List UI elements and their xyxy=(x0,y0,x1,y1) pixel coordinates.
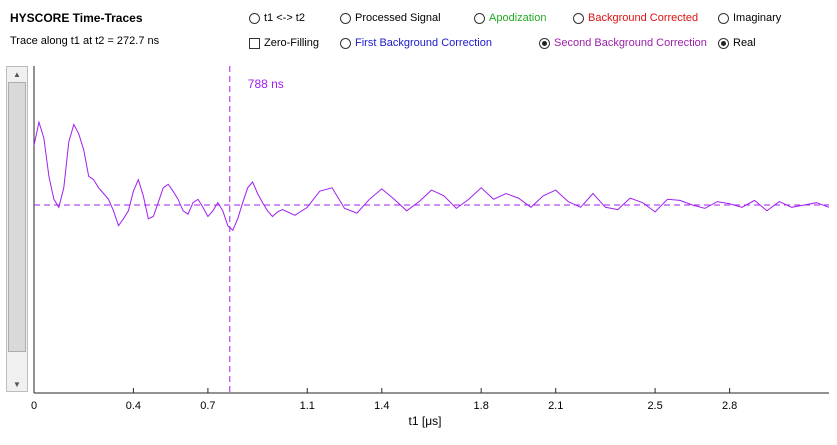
scroll-down-arrow-icon[interactable]: ▼ xyxy=(13,379,21,389)
processed-signal-radio[interactable] xyxy=(340,12,351,24)
imaginary-label: Imaginary xyxy=(733,12,782,24)
second-background-option[interactable]: Second Background Correction xyxy=(539,37,707,49)
real-option[interactable]: Real xyxy=(718,37,756,49)
background-corrected-radio[interactable] xyxy=(573,12,584,24)
x-tick-label: 1.1 xyxy=(300,400,315,412)
second-background-label: Second Background Correction xyxy=(554,37,707,49)
first-background-option[interactable]: First Background Correction xyxy=(340,37,492,49)
x-tick-label: 1.4 xyxy=(374,400,389,412)
zero-filling-checkbox[interactable] xyxy=(249,37,260,49)
x-tick-label: 0 xyxy=(31,400,37,412)
zero-filling-option[interactable]: Zero-Filling xyxy=(249,37,319,49)
processed-signal-option[interactable]: Processed Signal xyxy=(340,12,441,24)
x-tick-label: 2.1 xyxy=(548,400,563,412)
imaginary-radio[interactable] xyxy=(718,12,729,24)
x-tick-label: 0.4 xyxy=(126,400,141,412)
apodization-label: Apodization xyxy=(489,12,547,24)
first-background-radio[interactable] xyxy=(340,37,351,49)
x-axis-label: t1 [μs] xyxy=(409,414,442,428)
real-label: Real xyxy=(733,37,756,49)
swap-axes-label: t1 <-> t2 xyxy=(264,12,305,24)
x-tick-label: 0.7 xyxy=(200,400,215,412)
second-background-radio[interactable] xyxy=(539,37,550,49)
background-corrected-option[interactable]: Background Corrected xyxy=(573,12,698,24)
scroll-up-arrow-icon[interactable]: ▲ xyxy=(13,69,21,79)
real-radio[interactable] xyxy=(718,37,729,49)
time-marker-label: 788 ns xyxy=(248,77,284,91)
scrollbar-thumb[interactable] xyxy=(8,82,26,352)
zero-filling-label: Zero-Filling xyxy=(264,37,320,49)
x-tick-label: 1.8 xyxy=(474,400,489,412)
panel-title: HYSCORE Time-Traces xyxy=(10,11,143,25)
swap-axes-radio[interactable] xyxy=(249,12,260,24)
x-tick-label: 2.5 xyxy=(647,400,662,412)
imaginary-option[interactable]: Imaginary xyxy=(718,12,781,24)
apodization-option[interactable]: Apodization xyxy=(474,12,547,24)
x-axis-ticks: 0 0.4 0.7 1.1 1.4 1.8 2.1 2.5 2.8 xyxy=(31,388,737,412)
trace-description: Trace along t1 at t2 = 272.7 ns xyxy=(10,35,160,47)
background-corrected-label: Background Corrected xyxy=(588,12,699,24)
swap-axes-option[interactable]: t1 <-> t2 xyxy=(249,12,305,24)
trace-line xyxy=(33,120,830,232)
processed-signal-label: Processed Signal xyxy=(355,12,441,24)
apodization-radio[interactable] xyxy=(474,12,485,24)
x-tick-label: 2.8 xyxy=(722,400,737,412)
vertical-scrollbar[interactable]: ▲ ▼ xyxy=(6,66,28,392)
first-background-label: First Background Correction xyxy=(355,37,492,49)
